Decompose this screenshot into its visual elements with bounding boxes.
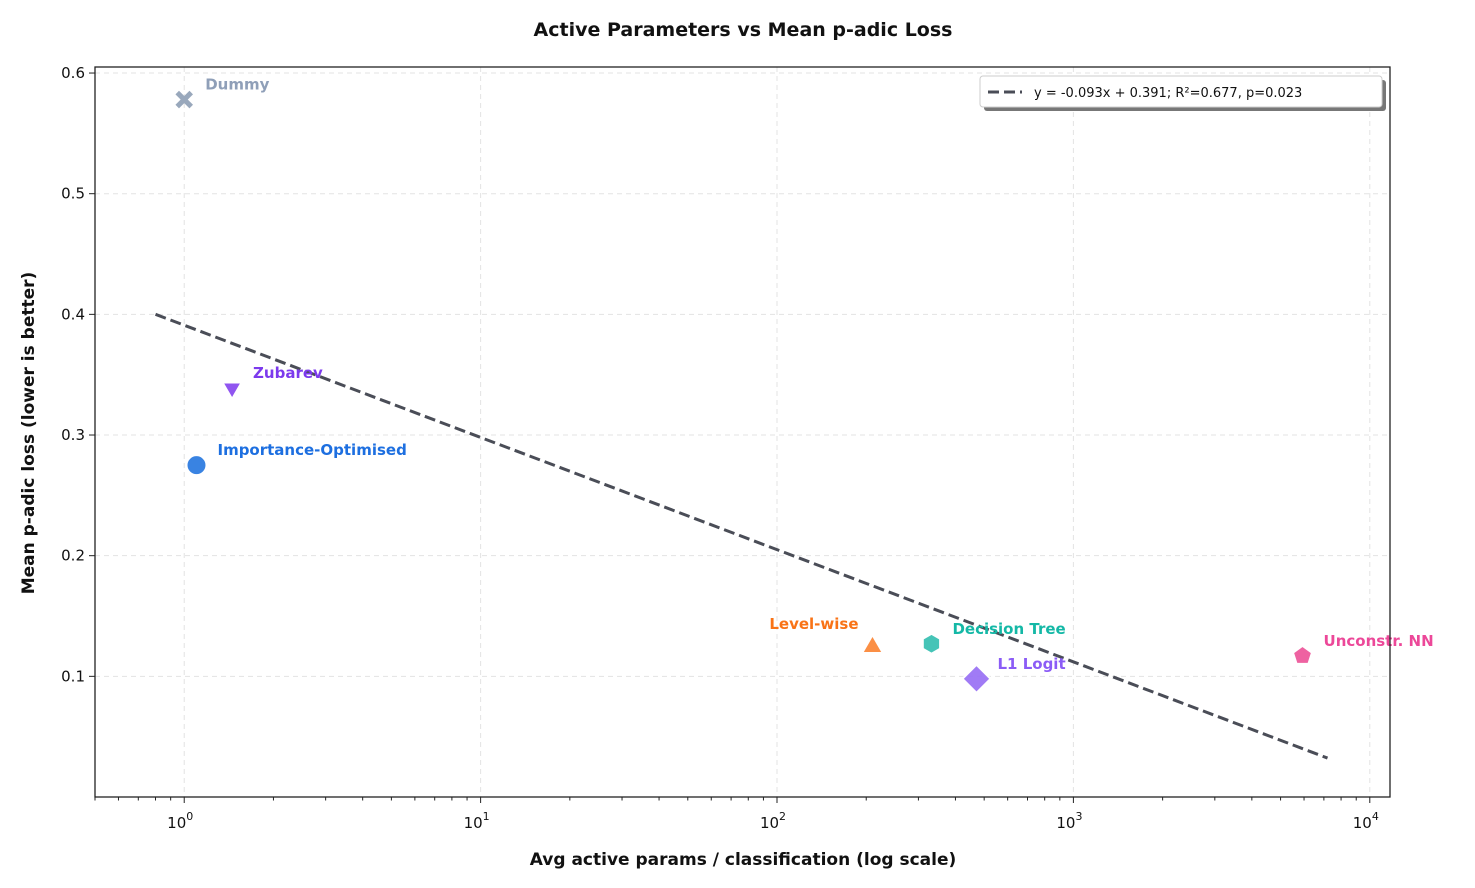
x-axis-label: Avg active params / classification (log … — [530, 850, 957, 870]
hexagon-marker-icon — [921, 632, 942, 655]
points-layer: Dummy Zubarev Importance-Optimised Level-wi… — [175, 76, 1434, 695]
x-tick-exponent: 0 — [186, 810, 193, 823]
x-marker-icon — [175, 90, 193, 109]
pentagon-marker-icon — [1291, 644, 1314, 665]
x-tick-exponent: 1 — [483, 810, 490, 823]
legend: y = -0.093x + 0.391; R²=0.677, p=0.023 — [979, 75, 1386, 111]
point-label: Dummy — [205, 76, 269, 94]
x-tick-label: 101 — [464, 810, 490, 832]
y-tick-label: 0.1 — [61, 667, 85, 685]
x-tick-exponent: 4 — [1372, 810, 1379, 823]
grid — [95, 67, 1390, 797]
legend-label: y = -0.093x + 0.391; R²=0.677, p=0.023 — [1034, 86, 1302, 101]
point-label: Importance-Optimised — [217, 441, 406, 459]
point-label: Zubarev — [253, 364, 323, 382]
x-tick-label: 104 — [1353, 810, 1379, 832]
triangle-down-marker-icon — [220, 381, 244, 401]
point-label: L1 Logit — [997, 655, 1065, 673]
plot-frame — [94, 66, 1391, 798]
x-tick-exponent: 3 — [1075, 810, 1082, 823]
trendline-layer — [154, 312, 1329, 760]
y-axis-label: Mean p-adic loss (lower is better) — [19, 272, 39, 595]
x-tick-label: 100 — [167, 810, 193, 832]
y-tick-label: 0.3 — [61, 426, 85, 444]
triangle-up-marker-icon — [860, 633, 885, 654]
x-tick-label: 103 — [1056, 810, 1082, 832]
y-tick-label: 0.4 — [61, 305, 85, 323]
chart-title: Active Parameters vs Mean p-adic Loss — [534, 19, 953, 41]
y-tick-label: 0.6 — [61, 64, 85, 82]
point-label: Unconstr. NN — [1324, 632, 1434, 650]
diamond-marker-icon — [961, 663, 992, 695]
y-tick-label: 0.2 — [61, 547, 85, 565]
y-tick-label: 0.5 — [61, 185, 85, 203]
point-label: Level-wise — [769, 615, 858, 633]
x-tick-label: 102 — [760, 810, 786, 832]
circle-marker-icon — [185, 454, 208, 477]
trendline — [154, 312, 1329, 760]
point-label: Decision Tree — [952, 620, 1065, 638]
legend-box — [979, 75, 1383, 108]
x-tick-exponent: 2 — [779, 810, 786, 823]
